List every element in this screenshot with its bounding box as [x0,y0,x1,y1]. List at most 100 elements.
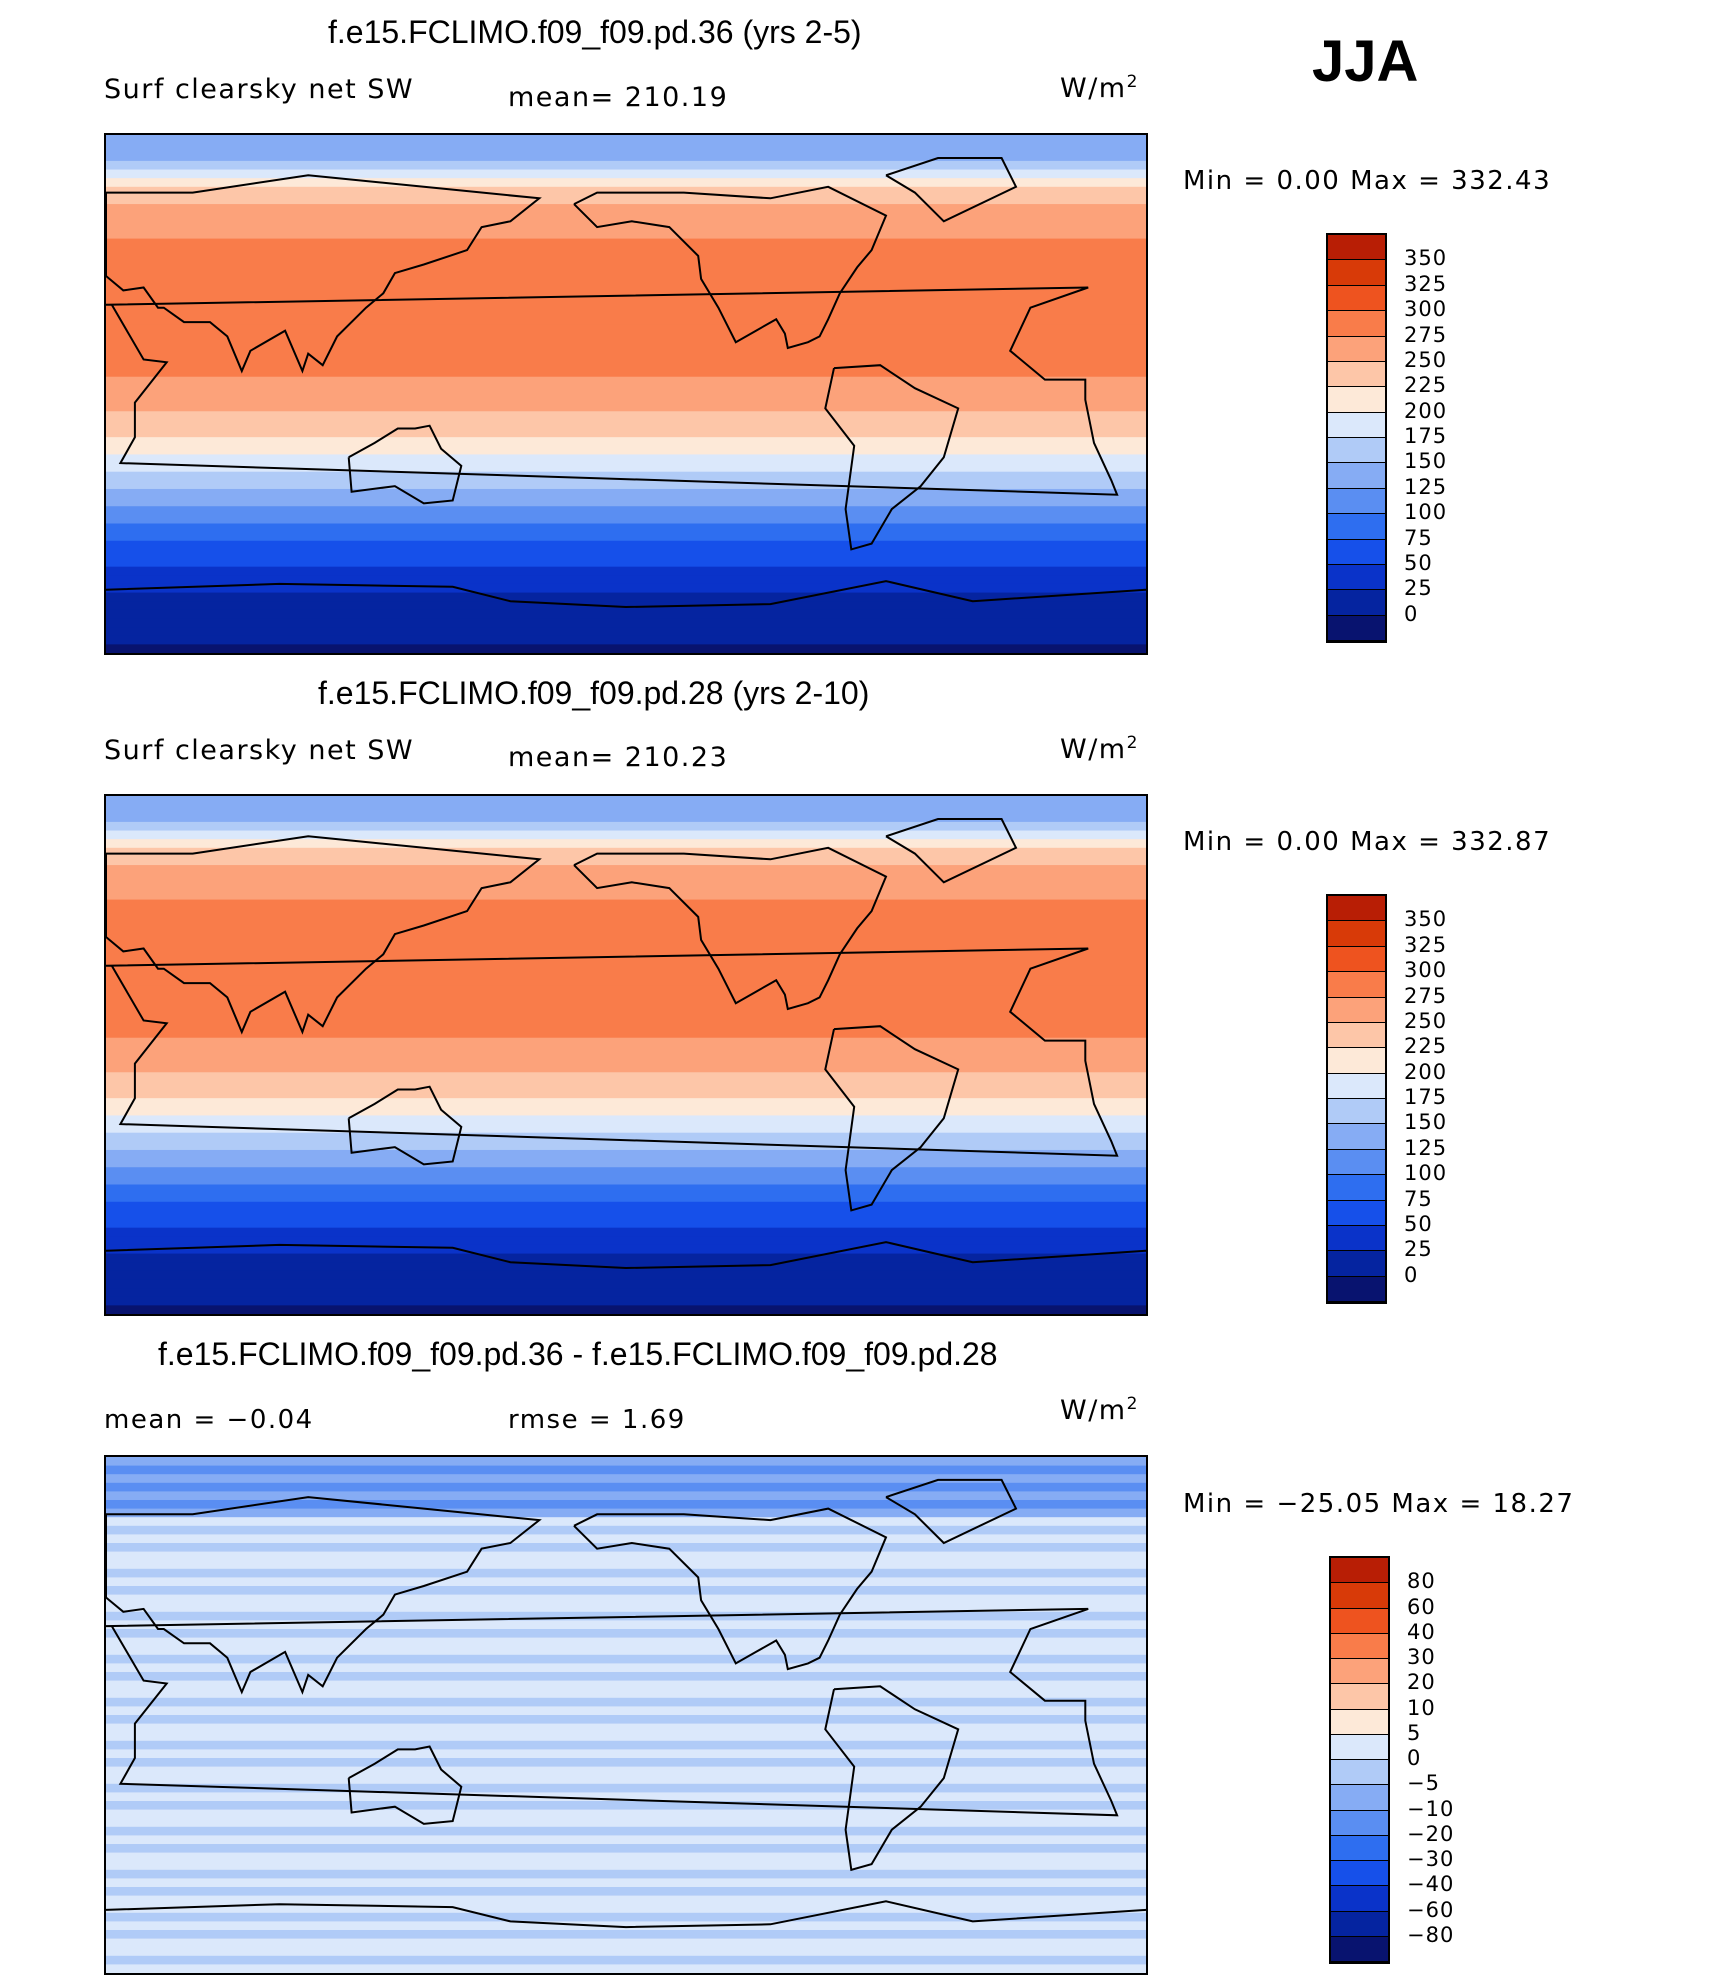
map-band [106,882,1146,892]
panel-2-title: f.e15.FCLIMO.f09_f09.pd.28 (yrs 2-10) [318,675,870,711]
panel-2-map-svg [106,796,1146,1314]
map-band [106,1551,1146,1561]
map-band [106,1594,1146,1604]
colorbar-tick-label: 80 [1407,1569,1436,1594]
map-band [106,152,1146,162]
colorbar-tick-label: 200 [1404,1059,1448,1084]
panel-3-rmse-label: rmse = 1.69 [508,1405,686,1435]
map-band [106,847,1146,858]
map-band [106,1835,1146,1845]
panel-2-colorbar [1326,894,1387,1304]
colorbar-swatch [1328,564,1385,591]
map-band [106,324,1146,335]
coastline [824,1025,960,1212]
map-band [106,1792,1146,1802]
colorbar-swatch [1331,1608,1388,1634]
map-band [106,1560,1146,1570]
map-band [106,1646,1146,1656]
colorbar-tick-label: 100 [1404,1161,1448,1186]
map-band [106,385,1146,395]
coastline [106,174,542,374]
map-band [106,1955,1146,1966]
colorbar-tick-label: 225 [1404,1034,1448,1059]
map-band [106,480,1146,490]
map-band [106,178,1146,188]
map-band [106,618,1146,628]
map-band [106,1801,1146,1811]
colorbar-swatch [1328,1200,1385,1226]
map-band [106,558,1146,568]
map-band [106,1089,1146,1099]
map-band [106,1715,1146,1725]
map-band [106,1663,1146,1673]
map-band [106,264,1146,274]
map-band [106,1193,1146,1203]
colorbar-tick-label: 325 [1404,932,1448,957]
map-band [106,804,1146,815]
map-band [106,1689,1146,1699]
map-band [106,307,1146,318]
colorbar-swatch [1328,896,1385,922]
colorbar-swatch [1331,1684,1388,1710]
map-band [106,523,1146,533]
colorbar-tick-label: 5 [1407,1720,1422,1745]
map-band [106,1500,1146,1510]
map-band [106,532,1146,542]
map-band [106,342,1146,352]
map-band [106,575,1146,585]
map-band [106,1930,1146,1940]
map-band [106,1244,1146,1255]
colorbar-tick-label: 325 [1404,271,1448,296]
map-band [106,592,1146,602]
colorbar-swatch [1331,1558,1388,1584]
coastline [347,424,463,505]
map-band [106,890,1146,901]
map-band [106,143,1146,154]
colorbar-swatch [1328,361,1385,388]
coastline [347,1085,463,1166]
colorbar-swatch [1331,1835,1388,1861]
map-band [106,1543,1146,1553]
panel-3-map-svg [106,1457,1146,1973]
map-band [106,627,1146,637]
map-band [106,255,1146,266]
colorbar-tick-label: 125 [1404,1135,1448,1160]
map-band [106,437,1146,447]
colorbar-tick-label: 25 [1404,576,1433,601]
map-band [106,186,1146,197]
colorbar-tick-label: 200 [1404,398,1448,423]
map-band [106,411,1146,421]
colorbar-swatch [1328,615,1385,641]
colorbar-swatch [1328,590,1385,616]
colorbar-swatch [1331,1886,1388,1912]
colorbar-swatch [1328,311,1385,337]
map-band [106,316,1146,326]
map-band [106,1525,1146,1536]
colorbar-tick-label: 0 [1404,601,1419,626]
map-band [106,463,1146,473]
panel-1-colorbar [1326,233,1387,643]
colorbar-swatch [1328,946,1385,973]
colorbar-tick-label: 0 [1404,1262,1419,1287]
map-band [106,1878,1146,1888]
map-band [106,445,1146,456]
map-band [106,1296,1146,1307]
map-band [106,1227,1146,1238]
map-band [106,821,1146,832]
map-band [106,1680,1146,1690]
map-band [106,1749,1146,1759]
map-band [106,635,1146,646]
map-band [106,376,1146,387]
map-band [106,212,1146,223]
map-band [106,1029,1146,1039]
panel-2-variable-label: Surf clearsky net SW [104,735,415,766]
map-band [106,644,1146,653]
colorbar-swatch [1328,921,1385,947]
colorbar-tick-label: 275 [1404,983,1448,1008]
map-band [106,1158,1146,1169]
coastline [885,1478,1018,1545]
map-band [106,488,1146,499]
map-band [106,1740,1146,1751]
colorbar-swatch [1328,1251,1385,1277]
colorbar-tick-label: −20 [1407,1821,1455,1846]
